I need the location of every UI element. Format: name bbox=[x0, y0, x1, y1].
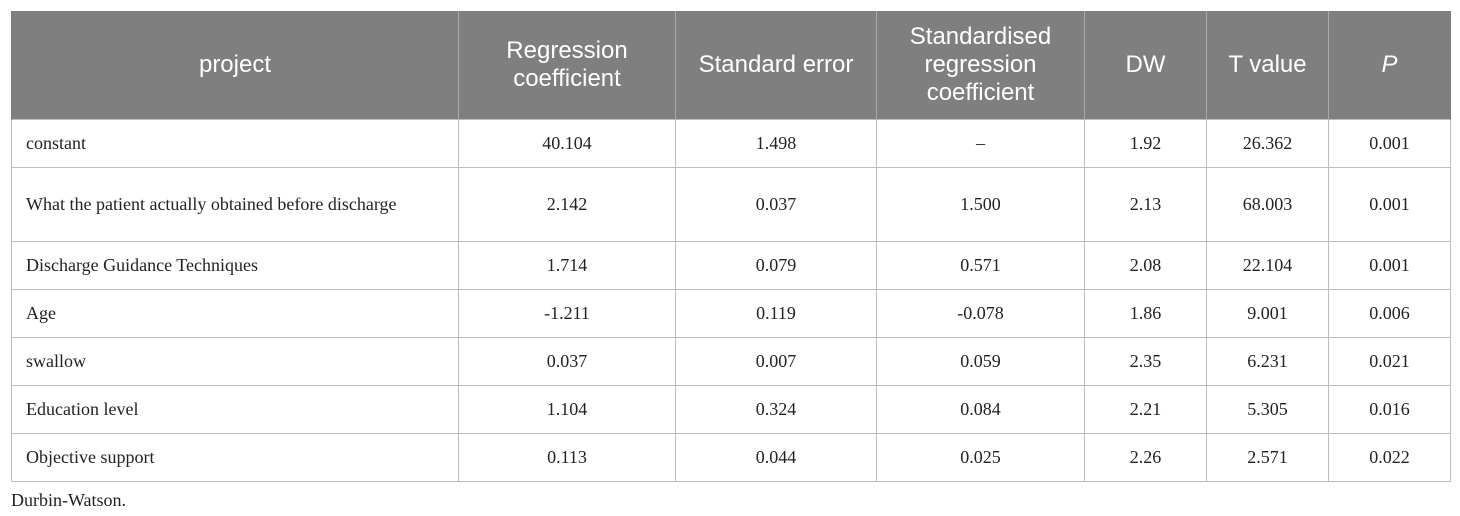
cell-standard-error: 0.044 bbox=[675, 432, 877, 482]
cell-standardised-coefficient: 0.025 bbox=[876, 432, 1085, 482]
cell-regression-coefficient: 2.142 bbox=[458, 166, 676, 242]
row-label: constant bbox=[11, 118, 459, 168]
cell-standard-error: 0.037 bbox=[675, 166, 877, 242]
col-header-standardised-coefficient: Standardised regression coefficient bbox=[876, 11, 1085, 119]
cell-dw: 2.21 bbox=[1084, 384, 1207, 434]
cell-t-value: 6.231 bbox=[1206, 336, 1329, 386]
cell-regression-coefficient: -1.211 bbox=[458, 288, 676, 338]
row-label: Objective support bbox=[11, 432, 459, 482]
cell-t-value: 9.001 bbox=[1206, 288, 1329, 338]
table-row: Age -1.211 0.119 -0.078 1.86 9.001 0.006 bbox=[11, 288, 1451, 338]
cell-dw: 2.13 bbox=[1084, 166, 1207, 242]
row-label: Education level bbox=[11, 384, 459, 434]
col-header-regression-coefficient: Regression coefficient bbox=[458, 11, 676, 119]
cell-dw: 1.86 bbox=[1084, 288, 1207, 338]
row-label: Discharge Guidance Techniques bbox=[11, 240, 459, 290]
cell-t-value: 5.305 bbox=[1206, 384, 1329, 434]
cell-regression-coefficient: 0.037 bbox=[458, 336, 676, 386]
cell-t-value: 68.003 bbox=[1206, 166, 1329, 242]
row-label: swallow bbox=[11, 336, 459, 386]
cell-standard-error: 0.119 bbox=[675, 288, 877, 338]
cell-dw: 2.08 bbox=[1084, 240, 1207, 290]
cell-standard-error: 0.324 bbox=[675, 384, 877, 434]
row-label: What the patient actually obtained befor… bbox=[11, 166, 459, 242]
col-header-project: project bbox=[11, 11, 459, 119]
col-header-dw: DW bbox=[1084, 11, 1207, 119]
cell-dw: 1.92 bbox=[1084, 118, 1207, 168]
table-row: Objective support 0.113 0.044 0.025 2.26… bbox=[11, 432, 1451, 482]
cell-standardised-coefficient: -0.078 bbox=[876, 288, 1085, 338]
cell-p: 0.001 bbox=[1328, 166, 1451, 242]
cell-dw: 2.26 bbox=[1084, 432, 1207, 482]
cell-t-value: 22.104 bbox=[1206, 240, 1329, 290]
cell-p: 0.001 bbox=[1328, 118, 1451, 168]
cell-standardised-coefficient: 0.571 bbox=[876, 240, 1085, 290]
cell-standardised-coefficient: 0.084 bbox=[876, 384, 1085, 434]
cell-dw: 2.35 bbox=[1084, 336, 1207, 386]
table-row: What the patient actually obtained befor… bbox=[11, 166, 1451, 242]
header-row: project Regression coefficient Standard … bbox=[11, 11, 1451, 119]
cell-p: 0.022 bbox=[1328, 432, 1451, 482]
cell-t-value: 26.362 bbox=[1206, 118, 1329, 168]
table-footnote: Durbin-Watson. bbox=[11, 490, 127, 510]
cell-p: 0.001 bbox=[1328, 240, 1451, 290]
cell-standardised-coefficient: – bbox=[876, 118, 1085, 168]
table-row: swallow 0.037 0.007 0.059 2.35 6.231 0.0… bbox=[11, 336, 1451, 386]
table-row: Education level 1.104 0.324 0.084 2.21 5… bbox=[11, 384, 1451, 434]
cell-regression-coefficient: 40.104 bbox=[458, 118, 676, 168]
cell-t-value: 2.571 bbox=[1206, 432, 1329, 482]
cell-standard-error: 0.079 bbox=[675, 240, 877, 290]
col-header-standard-error: Standard error bbox=[675, 11, 877, 119]
row-label: Age bbox=[11, 288, 459, 338]
cell-standardised-coefficient: 1.500 bbox=[876, 166, 1085, 242]
regression-table: project Regression coefficient Standard … bbox=[11, 11, 1451, 482]
table-row: Discharge Guidance Techniques 1.714 0.07… bbox=[11, 240, 1451, 290]
cell-regression-coefficient: 1.104 bbox=[458, 384, 676, 434]
col-header-t-value: T value bbox=[1206, 11, 1329, 119]
cell-regression-coefficient: 0.113 bbox=[458, 432, 676, 482]
cell-regression-coefficient: 1.714 bbox=[458, 240, 676, 290]
col-header-p: P bbox=[1328, 11, 1451, 119]
cell-p: 0.016 bbox=[1328, 384, 1451, 434]
table-row: constant 40.104 1.498 – 1.92 26.362 0.00… bbox=[11, 118, 1451, 168]
cell-p: 0.006 bbox=[1328, 288, 1451, 338]
cell-standard-error: 1.498 bbox=[675, 118, 877, 168]
regression-table-container: project Regression coefficient Standard … bbox=[11, 11, 1451, 482]
cell-standardised-coefficient: 0.059 bbox=[876, 336, 1085, 386]
cell-standard-error: 0.007 bbox=[675, 336, 877, 386]
cell-p: 0.021 bbox=[1328, 336, 1451, 386]
